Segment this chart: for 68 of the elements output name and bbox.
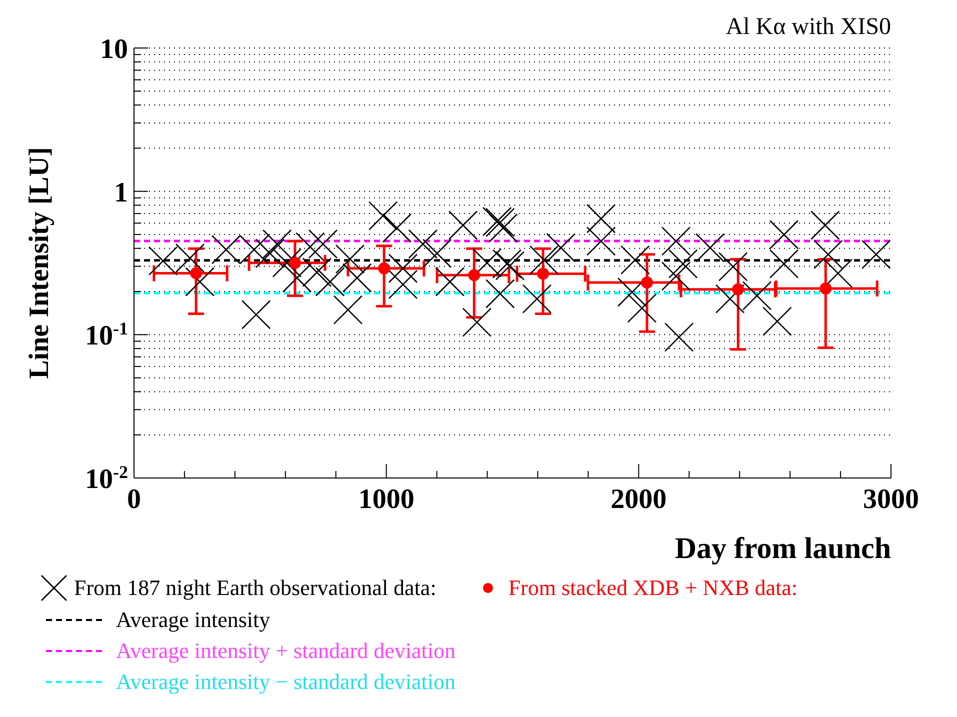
point <box>190 267 202 280</box>
legend-label: Average intensity <box>115 606 272 634</box>
point <box>488 213 518 243</box>
point <box>537 268 550 280</box>
point <box>448 210 478 240</box>
point <box>661 226 691 256</box>
point <box>382 213 412 243</box>
x-tick-label: 3000 <box>863 484 919 515</box>
point <box>664 322 694 352</box>
x-axis-title: Day from launch <box>674 532 892 565</box>
point <box>185 267 215 296</box>
point <box>262 229 292 259</box>
point <box>378 262 390 274</box>
point <box>695 233 725 262</box>
point <box>769 220 799 250</box>
point <box>462 308 492 337</box>
point <box>861 240 891 270</box>
legend-label: Average intensity + standard deviation <box>115 636 456 665</box>
point <box>769 249 799 278</box>
point <box>529 245 559 275</box>
y-axis-title: Line Intensity [LU] <box>24 147 55 379</box>
point <box>485 279 515 308</box>
legend-label: Average intensity − standard deviation <box>115 668 456 696</box>
point <box>333 295 363 324</box>
point <box>422 238 452 268</box>
point <box>468 269 480 282</box>
point <box>627 294 657 323</box>
point <box>241 300 271 330</box>
point <box>640 276 653 289</box>
point <box>810 210 840 240</box>
point <box>288 256 301 269</box>
point <box>335 244 365 274</box>
legend-label: From stacked XDB + NXB data: <box>507 574 798 602</box>
y-tick-label: 10$^{-2}$ <box>85 462 128 495</box>
legend-label: From 187 night Earth observational data: <box>73 574 436 602</box>
point <box>762 306 792 336</box>
point <box>586 226 616 256</box>
point <box>620 245 650 275</box>
point <box>546 233 576 262</box>
point <box>617 277 647 307</box>
point <box>255 238 285 268</box>
point <box>408 229 438 259</box>
point <box>342 263 372 293</box>
point <box>282 263 312 293</box>
x-tick-label: 1000 <box>358 484 414 515</box>
point <box>388 254 418 284</box>
y-tick-label: 10$^{-1}$ <box>85 318 128 352</box>
point <box>295 232 325 262</box>
point <box>718 252 748 282</box>
point <box>522 284 552 314</box>
y-tick-label: 10 <box>100 34 128 65</box>
point <box>732 283 744 296</box>
point <box>302 258 332 288</box>
x-tick-label: 2000 <box>610 484 667 515</box>
point <box>472 248 502 278</box>
y-tick-label: 1 <box>114 177 128 208</box>
text: Al Kα with XIS0 <box>726 14 891 41</box>
point <box>823 258 853 288</box>
point <box>315 267 345 296</box>
x-tick-label: 0 <box>127 484 141 515</box>
point <box>435 267 465 296</box>
point <box>308 229 338 259</box>
point <box>368 201 398 230</box>
point <box>668 249 698 278</box>
point <box>388 270 418 300</box>
point <box>820 282 832 294</box>
point <box>586 204 616 234</box>
point <box>814 240 843 270</box>
